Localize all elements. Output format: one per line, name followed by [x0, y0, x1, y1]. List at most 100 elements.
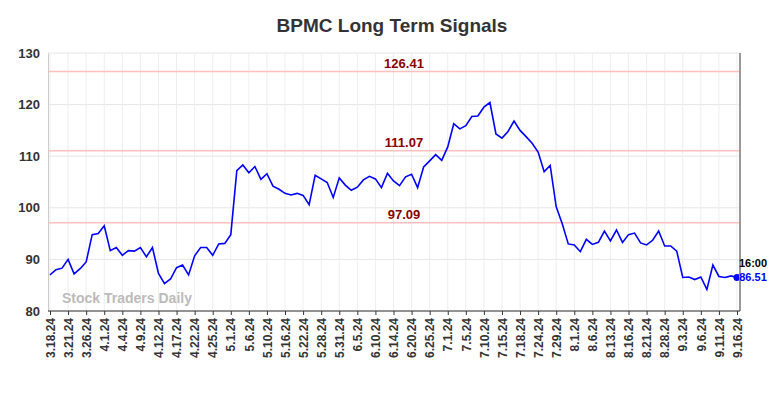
- grid-line-x: [628, 53, 629, 311]
- x-tick-label: 6.14.24: [387, 318, 401, 358]
- x-tick-mark: [502, 311, 503, 315]
- x-tick: 4.1.24: [98, 311, 112, 351]
- x-tick: 6.25.24: [423, 311, 437, 358]
- x-tick-mark: [285, 311, 286, 315]
- level-label: 126.41: [384, 56, 424, 71]
- x-tick-label: 4.22.24: [188, 318, 202, 358]
- x-tick-mark: [375, 311, 376, 315]
- x-tick-mark: [737, 311, 738, 315]
- x-tick: 8.13.24: [604, 311, 618, 358]
- x-tick-mark: [466, 311, 467, 315]
- grid-line-x: [140, 53, 141, 311]
- grid-line-x: [230, 53, 231, 311]
- grid-line-x: [718, 53, 719, 311]
- x-tick-label: 8.6.24: [586, 318, 600, 352]
- x-tick-label: 4.4.24: [116, 318, 130, 352]
- x-tick-label: 5.31.24: [333, 318, 347, 358]
- x-tick: 4.25.24: [206, 311, 220, 358]
- x-tick: 4.9.24: [134, 311, 148, 351]
- grid-line-x: [574, 53, 575, 311]
- grid-line-x: [212, 53, 213, 311]
- x-tick-mark: [538, 311, 539, 315]
- x-tick: 9.3.24: [676, 311, 690, 351]
- x-tick-label: 9.6.24: [695, 318, 709, 352]
- x-tick-mark: [412, 311, 413, 315]
- x-tick-mark: [86, 311, 87, 315]
- x-tick: 9.11.24: [713, 311, 727, 357]
- x-tick: 8.1.24: [568, 311, 582, 351]
- x-tick-mark: [177, 311, 178, 315]
- x-tick-label: 7.15.24: [496, 318, 510, 358]
- grid-line-x: [429, 53, 430, 311]
- y-tick-label: 120: [18, 97, 40, 112]
- x-tick-mark: [213, 311, 214, 315]
- x-tick: 4.17.24: [170, 311, 184, 358]
- x-tick: 9.6.24: [695, 311, 709, 351]
- grid-line-x: [50, 53, 51, 311]
- x-tick-label: 4.9.24: [134, 318, 148, 352]
- level-line: [48, 71, 740, 73]
- grid-line-x: [538, 53, 539, 311]
- x-tick-mark: [158, 311, 159, 315]
- y-tick-label: 100: [18, 200, 40, 215]
- x-tick-label: 3.18.24: [44, 318, 58, 358]
- x-tick: 7.1.24: [441, 311, 455, 351]
- level-label: 111.07: [385, 135, 423, 150]
- x-tick-mark: [592, 311, 593, 315]
- x-tick: 3.18.24: [44, 311, 58, 358]
- grid-line-x: [194, 53, 195, 311]
- x-tick-label: 7.29.24: [550, 318, 564, 358]
- grid-line-x: [285, 53, 286, 311]
- x-tick-mark: [321, 311, 322, 315]
- y-axis-line: [48, 54, 49, 312]
- grid-line-x: [520, 53, 521, 311]
- grid-line-x: [501, 53, 502, 311]
- x-tick-label: 3.21.24: [62, 318, 76, 358]
- x-tick-label: 8.21.24: [640, 318, 654, 358]
- x-tick-mark: [647, 311, 648, 315]
- grid-line-x: [592, 53, 593, 311]
- x-tick: 5.16.24: [279, 311, 293, 358]
- price-line: [50, 103, 737, 290]
- x-tick-label: 4.12.24: [152, 318, 166, 358]
- time-label: 16:00: [739, 257, 767, 269]
- x-tick-label: 6.5.24: [351, 318, 365, 352]
- x-tick: 7.24.24: [532, 311, 546, 358]
- y-axis: 8090100110120130: [18, 46, 48, 319]
- x-tick-mark: [448, 311, 449, 315]
- x-tick-mark: [104, 311, 105, 315]
- y-tick: 80: [26, 304, 48, 319]
- x-tick-label: 3.26.24: [80, 318, 94, 358]
- title: BPMC Long Term Signals: [277, 15, 508, 36]
- x-tick: 8.21.24: [640, 311, 654, 358]
- x-tick-mark: [50, 311, 51, 315]
- x-tick-mark: [122, 311, 123, 315]
- x-tick: 4.12.24: [152, 311, 166, 358]
- level-label: 97.09: [388, 207, 421, 222]
- x-tick-label: 4.25.24: [206, 318, 220, 358]
- x-tick-label: 5.16.24: [279, 318, 293, 358]
- x-tick: 8.16.24: [622, 311, 636, 358]
- grid-line-x: [339, 53, 340, 311]
- grid-line-x: [646, 53, 647, 311]
- x-tick: 9.16.24: [731, 311, 745, 358]
- grid-line-x: [556, 53, 557, 311]
- grid-line-x: [357, 53, 358, 311]
- x-tick-label: 9.16.24: [731, 318, 745, 358]
- x-tick-mark: [249, 311, 250, 315]
- x-tick: 7.29.24: [550, 311, 564, 358]
- grid: [48, 53, 740, 311]
- grid-line-x: [266, 53, 267, 311]
- x-tick-label: 4.17.24: [170, 318, 184, 358]
- x-tick: 6.20.24: [405, 311, 419, 358]
- x-tick-mark: [701, 311, 702, 315]
- x-tick-label: 8.13.24: [604, 318, 618, 358]
- x-tick-mark: [140, 311, 141, 315]
- x-tick-mark: [556, 311, 557, 315]
- x-tick-label: 9.3.24: [676, 318, 690, 352]
- grid-line-x: [248, 53, 249, 311]
- x-tick-label: 8.28.24: [658, 318, 672, 358]
- grid-line-x: [411, 53, 412, 311]
- x-tick-mark: [683, 311, 684, 315]
- x-tick-mark: [629, 311, 630, 315]
